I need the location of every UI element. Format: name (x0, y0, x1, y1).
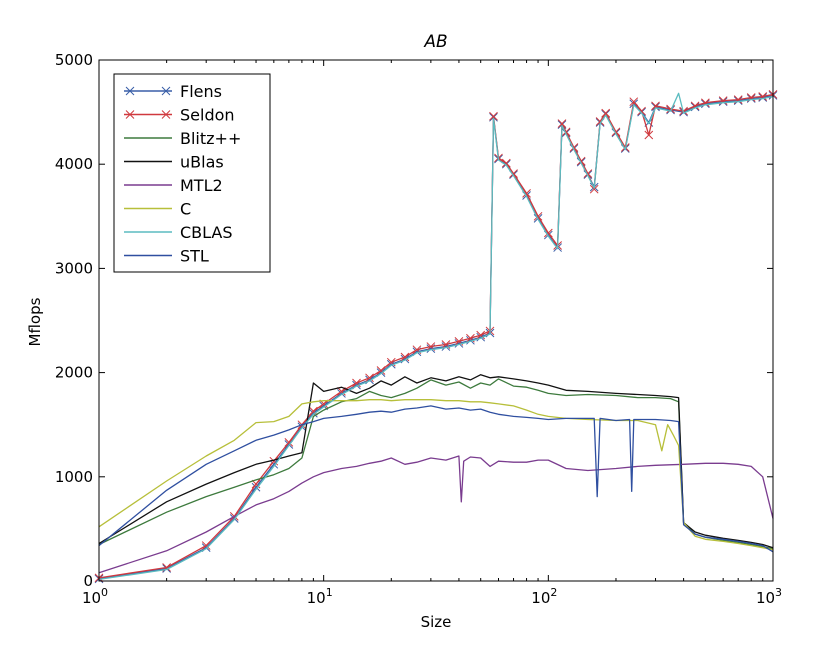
series-7 (98, 92, 774, 581)
y-tick-label: 2000 (55, 364, 93, 382)
data-point (489, 111, 498, 121)
data-point (400, 352, 410, 362)
legend-item: Seldon (124, 106, 235, 125)
data-point (746, 94, 756, 103)
series-5 (98, 455, 774, 574)
data-point (309, 408, 318, 418)
legend-box (113, 73, 271, 273)
data-point (309, 406, 318, 416)
x-tick-label: 103 (756, 586, 782, 607)
y-tick-label: 5000 (55, 51, 93, 69)
data-point (629, 97, 639, 107)
x-axis: 100 101 102 103 (82, 60, 782, 607)
legend-item: STL (124, 247, 209, 266)
legend-label: STL (180, 247, 209, 266)
x-tick-exponent: 1 (326, 586, 333, 599)
data-point (557, 119, 567, 128)
y-tick-label: 3000 (55, 259, 93, 277)
legend-marker (125, 110, 135, 119)
x-tick-base: 10 (82, 589, 101, 607)
legend-item: uBlas (124, 153, 224, 172)
legend-item: Flens (124, 82, 222, 101)
x-tick-label: 102 (531, 586, 557, 607)
x-axis-label: Size (421, 613, 452, 631)
data-point (376, 366, 386, 375)
y-tick-label: 1000 (55, 468, 93, 486)
x-tick-label: 101 (307, 586, 333, 607)
x-tick-base: 10 (756, 589, 775, 607)
y-tick-label: 4000 (55, 155, 93, 173)
y-tick-label: 0 (83, 572, 93, 590)
legend-item: C (124, 200, 191, 219)
data-point (644, 130, 654, 140)
series-8 (98, 405, 774, 553)
x-tick-base: 10 (307, 589, 326, 607)
data-point (589, 184, 599, 194)
legend-label: C (180, 200, 191, 219)
legend-marker (161, 86, 171, 96)
x-tick-exponent: 0 (101, 586, 108, 599)
data-point (718, 97, 728, 107)
series-line (98, 455, 774, 574)
legend-label: uBlas (180, 153, 224, 172)
data-point (501, 158, 511, 168)
legend-item: MTL2 (124, 176, 223, 195)
legend-label: Seldon (180, 106, 235, 125)
legend-item: Blitz++ (124, 129, 241, 148)
series-line (98, 92, 774, 581)
data-point (522, 189, 531, 198)
series-layer (94, 90, 778, 584)
x-tick-exponent: 3 (775, 586, 782, 599)
x-tick-label: 100 (82, 586, 108, 607)
chart-title: AB (423, 32, 447, 52)
legend-marker (125, 86, 135, 96)
legend-marker (161, 110, 171, 119)
data-point (269, 456, 279, 466)
x-tick-exponent: 2 (550, 586, 557, 599)
legend: Flens Seldon Blitz++ uBlas MTL2 C CBLAS STL (113, 73, 271, 273)
legend-label: CBLAS (180, 223, 233, 242)
data-point (284, 438, 294, 447)
data-point (601, 108, 611, 118)
data-point (701, 99, 710, 109)
legend-label: Blitz++ (180, 129, 241, 148)
y-axis: 0 1000 2000 3000 4000 5000 (55, 51, 773, 590)
data-point (733, 96, 743, 105)
y-axis-label: Mflops (26, 297, 44, 346)
data-point (758, 93, 768, 102)
series-line (98, 405, 774, 553)
data-point (543, 228, 553, 238)
plot-frame (98, 59, 774, 582)
data-point (365, 373, 374, 383)
legend-item: CBLAS (124, 223, 233, 242)
legend-label: Flens (180, 82, 222, 101)
data-point (201, 541, 211, 550)
data-point (476, 330, 486, 340)
data-point (637, 106, 646, 116)
data-point (251, 482, 261, 492)
x-tick-base: 10 (531, 589, 550, 607)
legend-label: MTL2 (180, 176, 223, 195)
